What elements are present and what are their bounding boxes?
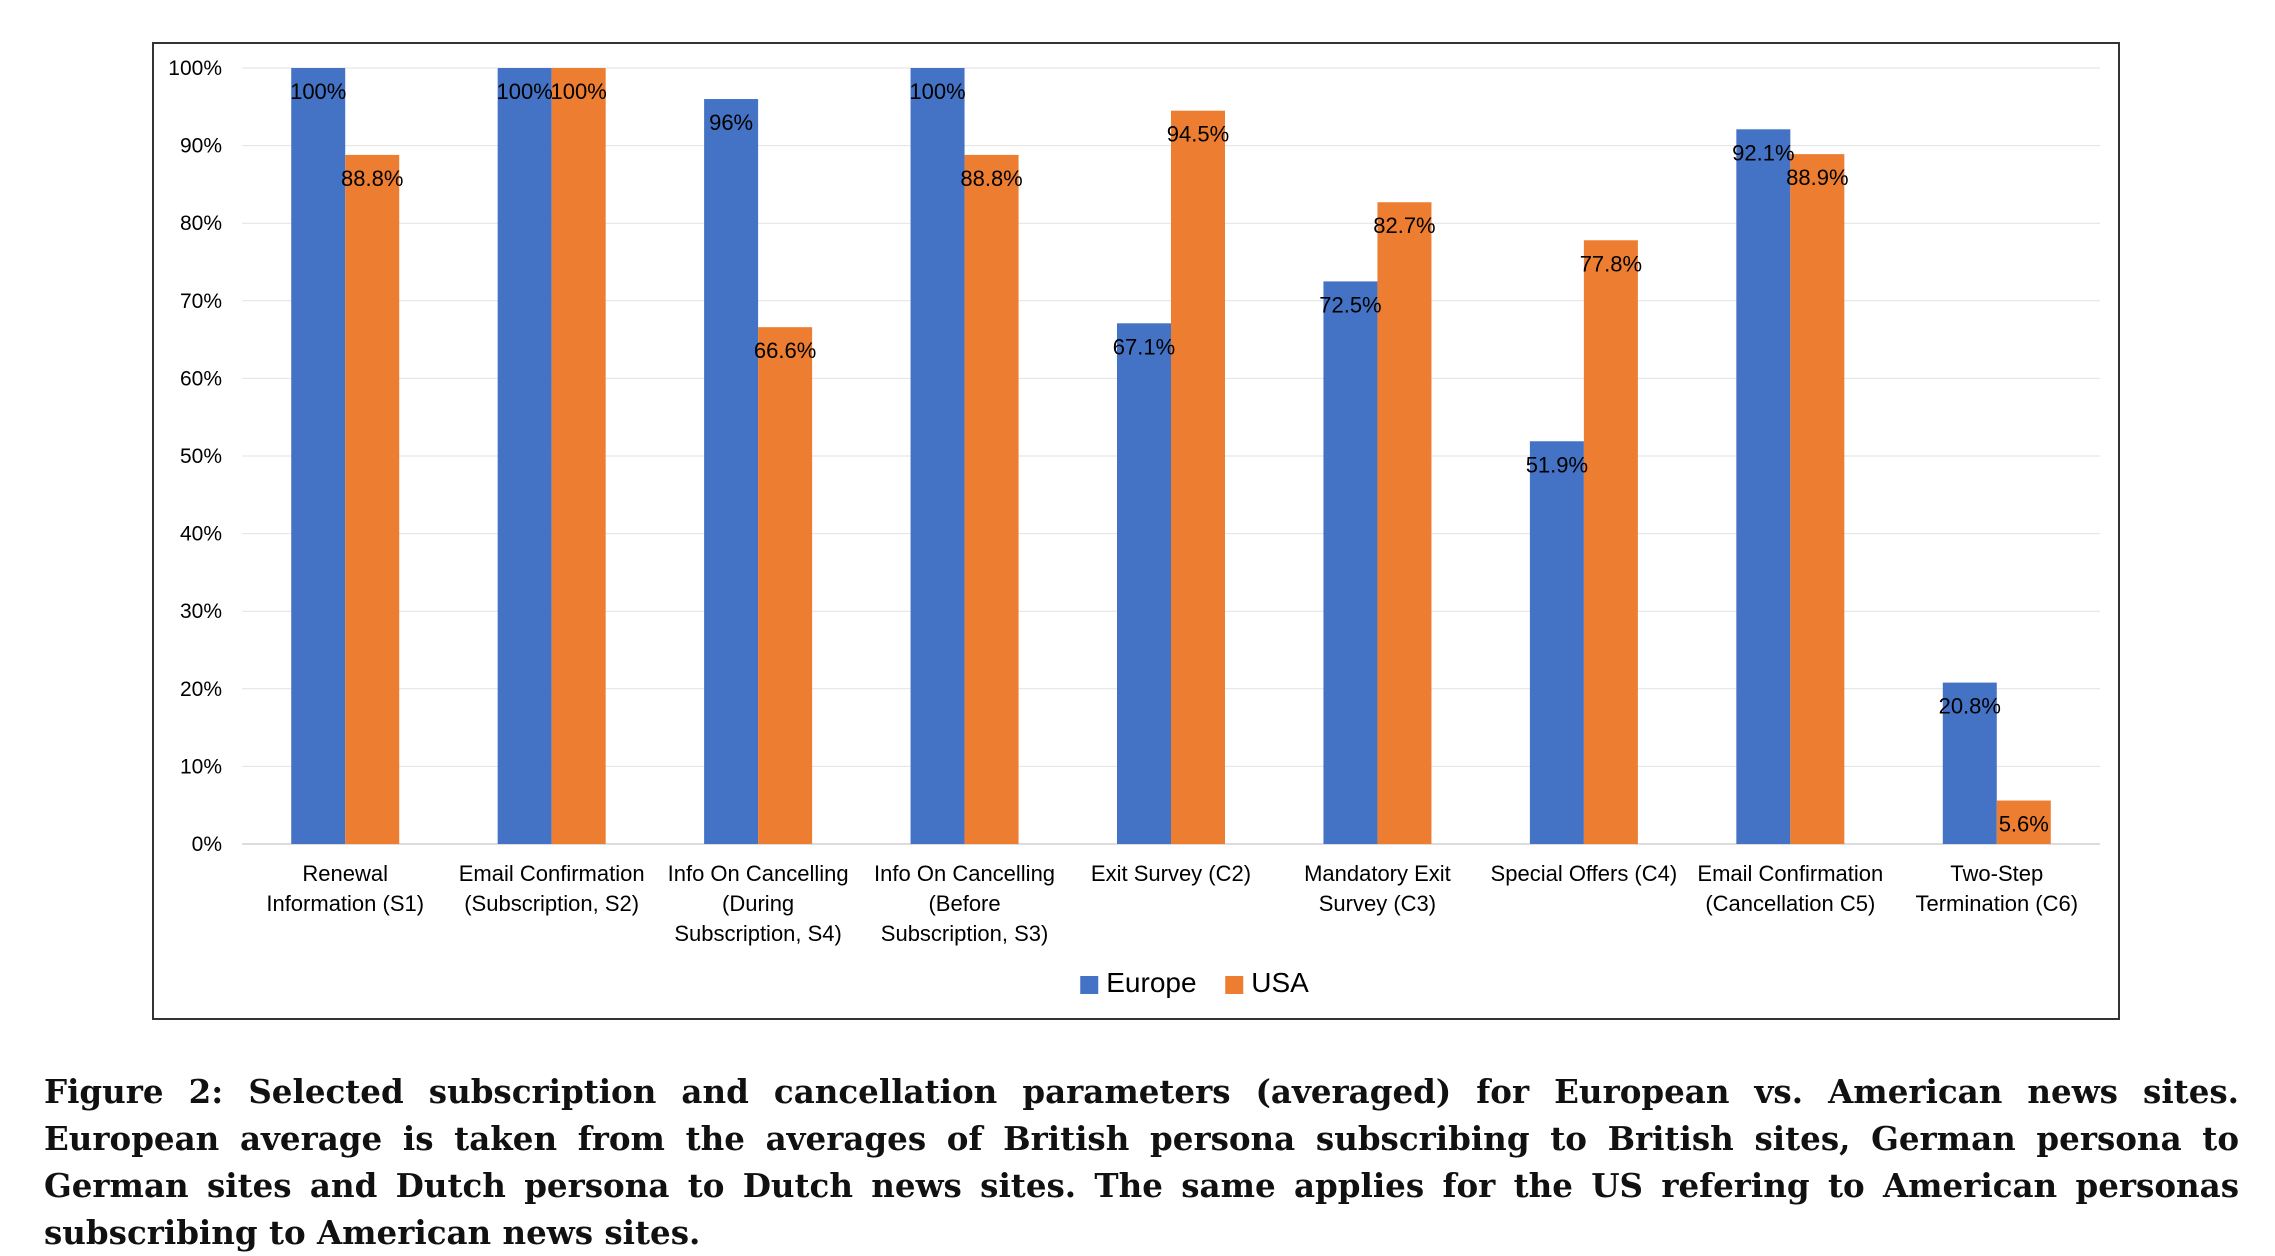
bar-usa-1: [345, 154, 400, 845]
category-label-line: Email Confirmation: [459, 861, 645, 886]
y-tick-label: 50%: [180, 445, 222, 468]
y-tick-label: 20%: [180, 678, 222, 701]
bar-europe-1: [291, 68, 346, 844]
category-label-line: Renewal: [302, 861, 388, 886]
category-label-8: Email Confirmation (Cancellation C5): [1697, 861, 1883, 916]
y-tick-label: 80%: [180, 212, 222, 235]
bar-usa-6: [1377, 202, 1432, 845]
y-tick-label: 70%: [180, 290, 222, 313]
chart-frame: 0% 10% 20% 30% 40% 50% 60% 70% 80% 90% 100% 100% 88…: [152, 42, 2120, 1020]
legend-item-usa: USA: [1225, 967, 1309, 998]
bar-usa-4: [964, 154, 1019, 845]
y-tick-label: 40%: [180, 523, 222, 546]
data-label-usa-4: 88.8%: [960, 166, 1022, 191]
data-label-usa-1: 88.8%: [341, 166, 403, 191]
data-label-usa-7: 77.8%: [1580, 251, 1642, 276]
category-label-7: Special Offers (C4): [1491, 861, 1678, 886]
bar-europe-9: [1942, 682, 1997, 844]
bars: [291, 68, 2051, 845]
category-label-line: (Before: [928, 891, 1000, 916]
category-label-line: Info On Cancelling: [874, 861, 1055, 886]
category-label-1: Renewal Information (S1): [266, 861, 424, 916]
category-label-9: Two-Step Termination (C6): [1915, 861, 2078, 916]
data-labels: 100%88.8%100%100%96%66.6%100%88.8%67.1%9…: [290, 79, 2049, 837]
y-tick-label: 60%: [180, 367, 222, 390]
bar-europe-7: [1529, 441, 1584, 844]
bar-usa-2: [551, 68, 606, 844]
category-label-line: Mandatory Exit: [1304, 861, 1451, 886]
bar-usa-8: [1790, 154, 1845, 845]
category-label-line: (Subscription, S2): [464, 891, 639, 916]
data-label-usa-5: 94.5%: [1167, 122, 1229, 147]
category-label-line: Info On Cancelling: [668, 861, 849, 886]
x-axis-categories: Renewal Information (S1) Email Confirmatio…: [266, 861, 2078, 946]
bar-europe-3: [704, 99, 759, 845]
bar-europe-8: [1736, 129, 1791, 844]
data-label-europe-5: 67.1%: [1113, 334, 1175, 359]
category-label-line: Subscription, S4): [674, 921, 842, 946]
data-label-usa-2: 100%: [551, 79, 607, 104]
category-label-line: Termination (C6): [1915, 891, 2078, 916]
data-label-usa-9: 5.6%: [1999, 812, 2049, 837]
category-label-line: Subscription, S3): [881, 921, 1049, 946]
data-label-europe-6: 72.5%: [1319, 292, 1381, 317]
category-label-line: Survey (C3): [1319, 891, 1436, 916]
bar-usa-3: [758, 327, 813, 845]
category-label-4: Info On Cancelling (Before Subscription, S…: [874, 861, 1055, 946]
category-label-line: Two-Step: [1950, 861, 2043, 886]
data-label-europe-7: 51.9%: [1526, 452, 1588, 477]
bar-europe-2: [497, 68, 552, 844]
legend-swatch-usa: [1225, 976, 1244, 994]
y-axis-ticks: 0% 10% 20% 30% 40% 50% 60% 70% 80% 90% 100%: [168, 57, 222, 856]
data-label-usa-3: 66.6%: [754, 338, 816, 363]
bar-europe-4: [910, 68, 965, 844]
legend-label-europe: Europe: [1106, 967, 1196, 998]
legend: Europe USA: [1080, 967, 1309, 998]
category-label-line: Information (S1): [266, 891, 424, 916]
y-tick-label: 30%: [180, 600, 222, 623]
data-label-europe-9: 20.8%: [1939, 694, 2001, 719]
category-label-line: Email Confirmation: [1697, 861, 1883, 886]
y-tick-label: 10%: [180, 755, 222, 778]
bar-usa-9: [1996, 800, 2051, 844]
legend-item-europe: Europe: [1080, 967, 1197, 998]
category-label-line: Special Offers (C4): [1491, 861, 1678, 886]
bar-usa-5: [1171, 110, 1225, 845]
bar-europe-5: [1117, 323, 1171, 845]
data-label-europe-8: 92.1%: [1732, 140, 1794, 165]
data-label-europe-1: 100%: [290, 79, 346, 104]
legend-swatch-europe: [1080, 976, 1099, 994]
legend-label-usa: USA: [1251, 967, 1309, 998]
data-label-usa-8: 88.9%: [1786, 165, 1848, 190]
category-label-6: Mandatory Exit Survey (C3): [1304, 861, 1451, 916]
data-label-europe-4: 100%: [909, 79, 965, 104]
category-label-2: Email Confirmation (Subscription, S2): [459, 861, 645, 916]
bar-usa-7: [1583, 240, 1638, 845]
y-tick-label: 100%: [168, 57, 222, 80]
data-label-europe-2: 100%: [497, 79, 553, 104]
bar-europe-6: [1323, 281, 1378, 844]
category-label-3: Info On Cancelling (During Subscription, S…: [668, 861, 849, 946]
y-tick-label: 0%: [192, 833, 222, 856]
category-label-line: Exit Survey (C2): [1091, 861, 1251, 886]
data-label-europe-3: 96%: [709, 110, 753, 135]
bar-chart: 0% 10% 20% 30% 40% 50% 60% 70% 80% 90% 100% 100% 88…: [168, 57, 2100, 998]
y-tick-label: 90%: [180, 135, 222, 158]
category-label-line: (Cancellation C5): [1705, 891, 1875, 916]
category-label-line: (During: [722, 891, 794, 916]
category-label-5: Exit Survey (C2): [1091, 861, 1251, 886]
data-label-usa-6: 82.7%: [1373, 213, 1435, 238]
figure-caption: Figure 2: Selected subscription and canc…: [44, 1072, 2239, 1252]
